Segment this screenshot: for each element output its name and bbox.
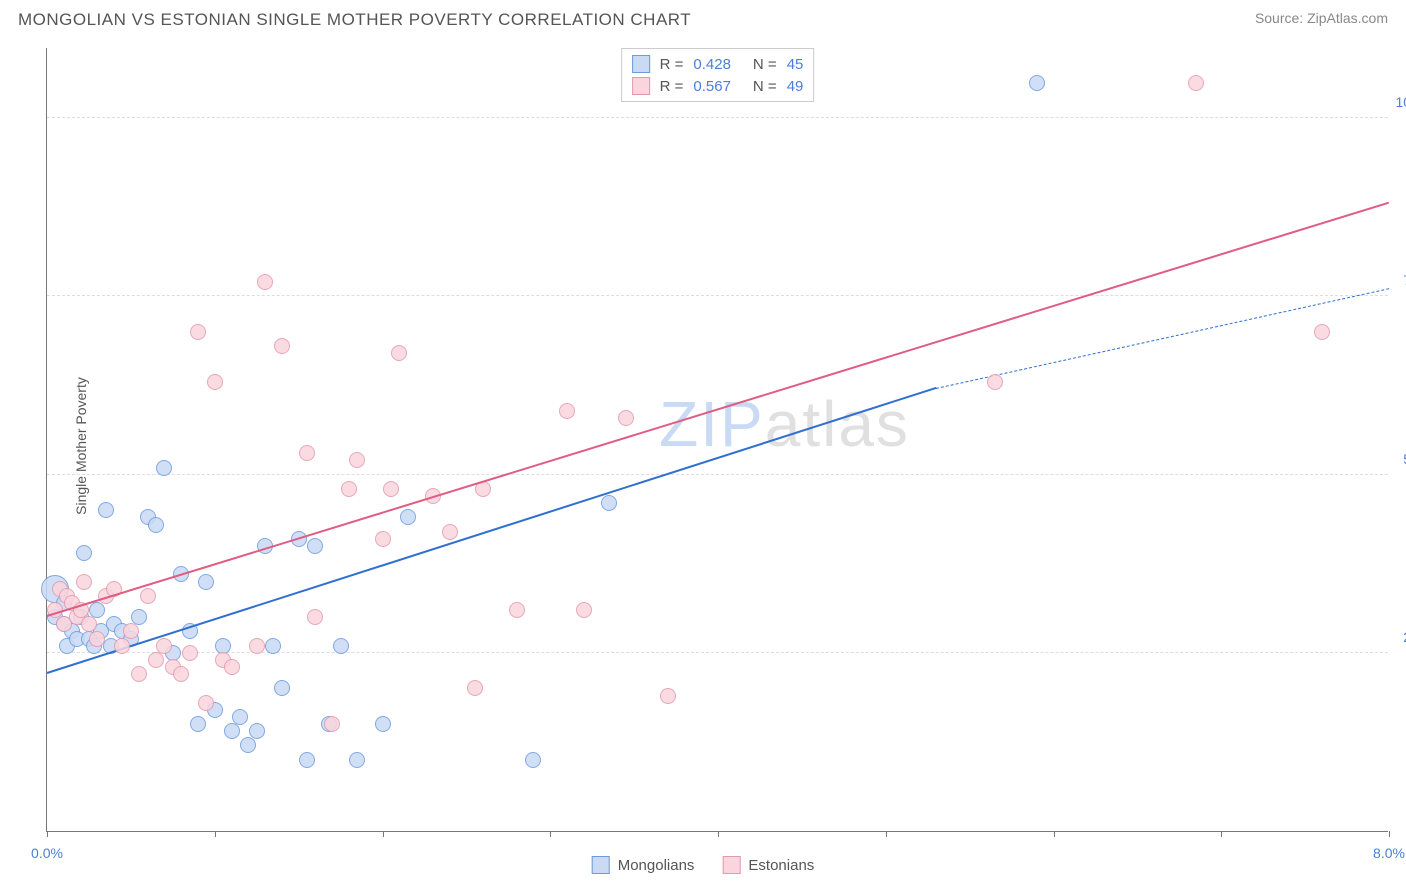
chart-title: MONGOLIAN VS ESTONIAN SINGLE MOTHER POVE…	[18, 10, 691, 30]
data-point	[576, 602, 592, 618]
data-point	[299, 752, 315, 768]
legend-swatch	[632, 77, 650, 95]
x-tick-label: 8.0%	[1373, 845, 1405, 861]
data-point	[249, 723, 265, 739]
data-point	[249, 638, 265, 654]
series-legend: Mongolians Estonians	[592, 856, 815, 874]
data-point	[324, 716, 340, 732]
source-label: Source: ZipAtlas.com	[1255, 10, 1388, 26]
legend-swatch	[592, 856, 610, 874]
gridline	[47, 474, 1388, 475]
data-point	[349, 452, 365, 468]
data-point	[375, 716, 391, 732]
data-point	[525, 752, 541, 768]
data-point	[240, 737, 256, 753]
data-point	[232, 709, 248, 725]
data-point	[190, 324, 206, 340]
x-tick	[383, 831, 384, 837]
data-point	[1314, 324, 1330, 340]
data-point	[400, 509, 416, 525]
data-point	[333, 638, 349, 654]
correlation-legend: R = 0.428N = 45R = 0.567N = 49	[621, 48, 815, 102]
data-point	[207, 374, 223, 390]
data-point	[265, 638, 281, 654]
data-point	[182, 645, 198, 661]
watermark: ZIPatlas	[659, 387, 910, 461]
legend-label: Estonians	[748, 857, 814, 874]
trend-line	[47, 387, 937, 674]
x-tick	[47, 831, 48, 837]
data-point	[76, 574, 92, 590]
data-point	[173, 666, 189, 682]
data-point	[224, 723, 240, 739]
data-point	[442, 524, 458, 540]
x-tick-label: 0.0%	[31, 845, 63, 861]
data-point	[76, 545, 92, 561]
data-point	[224, 659, 240, 675]
data-point	[131, 666, 147, 682]
data-point	[559, 403, 575, 419]
data-point	[375, 531, 391, 547]
legend-swatch	[632, 55, 650, 73]
data-point	[131, 609, 147, 625]
data-point	[198, 574, 214, 590]
data-point	[660, 688, 676, 704]
data-point	[156, 638, 172, 654]
data-point	[299, 445, 315, 461]
legend-row: R = 0.428N = 45	[632, 53, 804, 75]
data-point	[148, 652, 164, 668]
data-point	[509, 602, 525, 618]
data-point	[341, 481, 357, 497]
data-point	[98, 502, 114, 518]
data-point	[190, 716, 206, 732]
data-point	[123, 623, 139, 639]
x-tick	[1389, 831, 1390, 837]
chart-plot-area: ZIPatlas R = 0.428N = 45R = 0.567N = 49 …	[46, 48, 1388, 832]
data-point	[274, 338, 290, 354]
data-point	[140, 588, 156, 604]
legend-item: Mongolians	[592, 856, 695, 874]
x-tick	[886, 831, 887, 837]
x-tick	[550, 831, 551, 837]
data-point	[198, 695, 214, 711]
y-tick-label: 100.0%	[1396, 94, 1406, 110]
data-point	[383, 481, 399, 497]
data-point	[618, 410, 634, 426]
data-point	[307, 538, 323, 554]
legend-label: Mongolians	[618, 857, 695, 874]
x-tick	[718, 831, 719, 837]
trend-line	[47, 202, 1390, 617]
x-tick	[1221, 831, 1222, 837]
x-tick	[1054, 831, 1055, 837]
data-point	[349, 752, 365, 768]
gridline	[47, 652, 1388, 653]
data-point	[1029, 75, 1045, 91]
data-point	[89, 631, 105, 647]
gridline	[47, 295, 1388, 296]
legend-swatch	[722, 856, 740, 874]
data-point	[467, 680, 483, 696]
data-point	[274, 680, 290, 696]
data-point	[148, 517, 164, 533]
data-point	[89, 602, 105, 618]
data-point	[391, 345, 407, 361]
data-point	[601, 495, 617, 511]
data-point	[114, 638, 130, 654]
gridline	[47, 117, 1388, 118]
data-point	[1188, 75, 1204, 91]
x-tick	[215, 831, 216, 837]
legend-item: Estonians	[722, 856, 814, 874]
legend-row: R = 0.567N = 49	[632, 75, 804, 97]
data-point	[156, 460, 172, 476]
data-point	[257, 274, 273, 290]
data-point	[307, 609, 323, 625]
data-point	[987, 374, 1003, 390]
